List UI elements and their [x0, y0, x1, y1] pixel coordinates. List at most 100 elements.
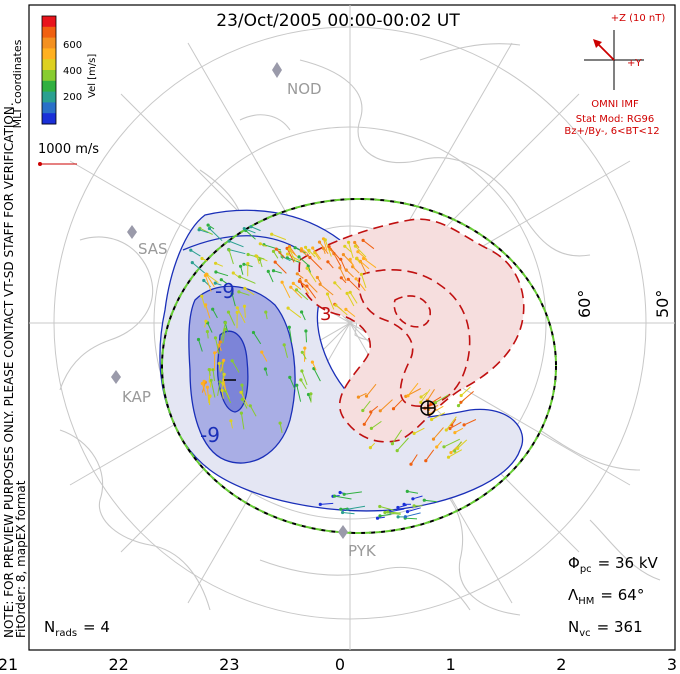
velocity-vector	[454, 427, 464, 434]
reference-vector: 1000 m/s	[38, 142, 99, 166]
velocity-vector	[300, 379, 307, 390]
coord-label: MLT coordinates	[11, 39, 24, 128]
velocity-vector	[445, 416, 457, 431]
svg-text:1000 m/s: 1000 m/s	[38, 142, 99, 157]
velocity-vector	[329, 249, 337, 258]
vector-origin	[200, 294, 204, 298]
velocity-vector	[405, 517, 418, 520]
velocity-vector	[201, 258, 208, 262]
vel-tick-400: 400	[63, 66, 82, 77]
velocity-vector	[451, 418, 457, 426]
velocity-vector	[327, 261, 334, 269]
velocity-vector	[259, 259, 263, 268]
vel-scale-swatch	[42, 113, 56, 125]
velocity-vector	[370, 405, 379, 413]
velocity-vector	[356, 257, 370, 270]
velocity-vector	[261, 351, 268, 362]
velocity-vector	[393, 399, 403, 410]
lat-label-60: 60°	[575, 290, 594, 318]
velocity-vector	[236, 307, 246, 324]
velocity-vector	[281, 281, 291, 299]
velocity-vector	[354, 242, 360, 249]
velocity-vector	[299, 280, 307, 287]
velocity-vector	[340, 507, 349, 510]
velocity-vector	[240, 413, 245, 430]
velocity-vector	[274, 261, 287, 274]
mlt-tick-label: 23	[219, 655, 239, 674]
velocity-vector	[324, 239, 332, 257]
velocity-vector	[306, 268, 317, 283]
velocity-vector	[206, 387, 210, 402]
velocity-vector	[305, 280, 318, 293]
velocity-vector	[288, 249, 297, 263]
velocity-vector	[424, 499, 438, 503]
velocity-vector	[449, 421, 462, 429]
velocity-vector	[433, 427, 444, 440]
vector-origin	[321, 246, 325, 250]
velocity-vector	[241, 385, 244, 398]
velocity-vector	[228, 249, 234, 265]
velocity-vector	[410, 454, 418, 465]
velocity-vector	[301, 248, 309, 255]
velocity-vector	[288, 327, 293, 343]
velocity-vector	[220, 360, 225, 372]
velocity-vector	[320, 502, 334, 505]
velocity-vector	[345, 309, 356, 317]
velocity-vector	[223, 379, 227, 391]
velocity-vector	[217, 381, 221, 396]
velocity-vector	[371, 420, 382, 429]
velocity-vector	[363, 413, 372, 425]
svg-text:PYK: PYK	[348, 542, 377, 560]
velocity-vector	[377, 516, 385, 519]
velocity-vector	[407, 382, 419, 397]
svg-text:Φpc= 36 kV: Φpc = 36 kV	[568, 554, 659, 575]
velocity-vector	[220, 322, 226, 341]
velocity-vector	[240, 392, 249, 407]
velocity-vector	[231, 293, 236, 307]
velocity-vector	[286, 248, 295, 263]
velocity-vector	[230, 420, 233, 429]
svg-text:SAS: SAS	[138, 240, 168, 258]
stat-phi-pc: Φpc = 36 kV	[568, 554, 659, 575]
velocity-vector	[344, 245, 352, 253]
velocity-vector	[405, 512, 421, 518]
stat-lambda-hm: ΛHM = 64°	[568, 586, 644, 607]
vel-scale-swatch	[42, 70, 56, 82]
velocity-vector	[355, 278, 366, 292]
velocity-vector	[316, 277, 322, 284]
imf-condition: Bz+/By-, 6<BT<12	[564, 126, 659, 137]
velocity-vector	[312, 247, 322, 260]
velocity-vector	[215, 337, 220, 355]
svg-text:KAP: KAP	[122, 388, 151, 406]
velocity-vector	[306, 285, 317, 299]
velocity-vector	[420, 392, 428, 398]
imf-z-label: +Z (10 nT)	[611, 13, 666, 24]
velocity-vector	[216, 341, 221, 354]
velocity-vector	[231, 360, 240, 373]
velocity-vector	[218, 363, 221, 373]
velocity-vector	[397, 504, 407, 508]
stat-n-vc: Nvc = 361	[568, 618, 643, 639]
velocity-vector	[290, 286, 303, 299]
velocity-vector	[427, 389, 435, 401]
vel-scale-swatch	[42, 91, 56, 103]
velocity-vector	[210, 380, 216, 398]
mlt-tick-label: 21	[0, 655, 18, 674]
vel-scale-swatch	[42, 26, 56, 39]
velocity-vector	[379, 513, 392, 517]
velocity-vector	[279, 423, 283, 433]
velocity-vector	[307, 265, 312, 273]
velocity-vector	[292, 283, 302, 290]
velocity-vector	[429, 405, 444, 415]
velocity-vector	[300, 250, 310, 258]
vel-scale-swatch	[42, 16, 56, 28]
velocity-vector	[356, 258, 361, 264]
velocity-vector	[379, 506, 395, 511]
velocity-vector	[198, 339, 203, 352]
velocity-vector	[457, 439, 468, 449]
velocity-vector	[412, 495, 423, 500]
svg-text:ΛHM= 64°: ΛHM = 64°	[568, 586, 644, 607]
velocity-vector	[264, 368, 268, 376]
velocity-vector	[340, 277, 347, 284]
